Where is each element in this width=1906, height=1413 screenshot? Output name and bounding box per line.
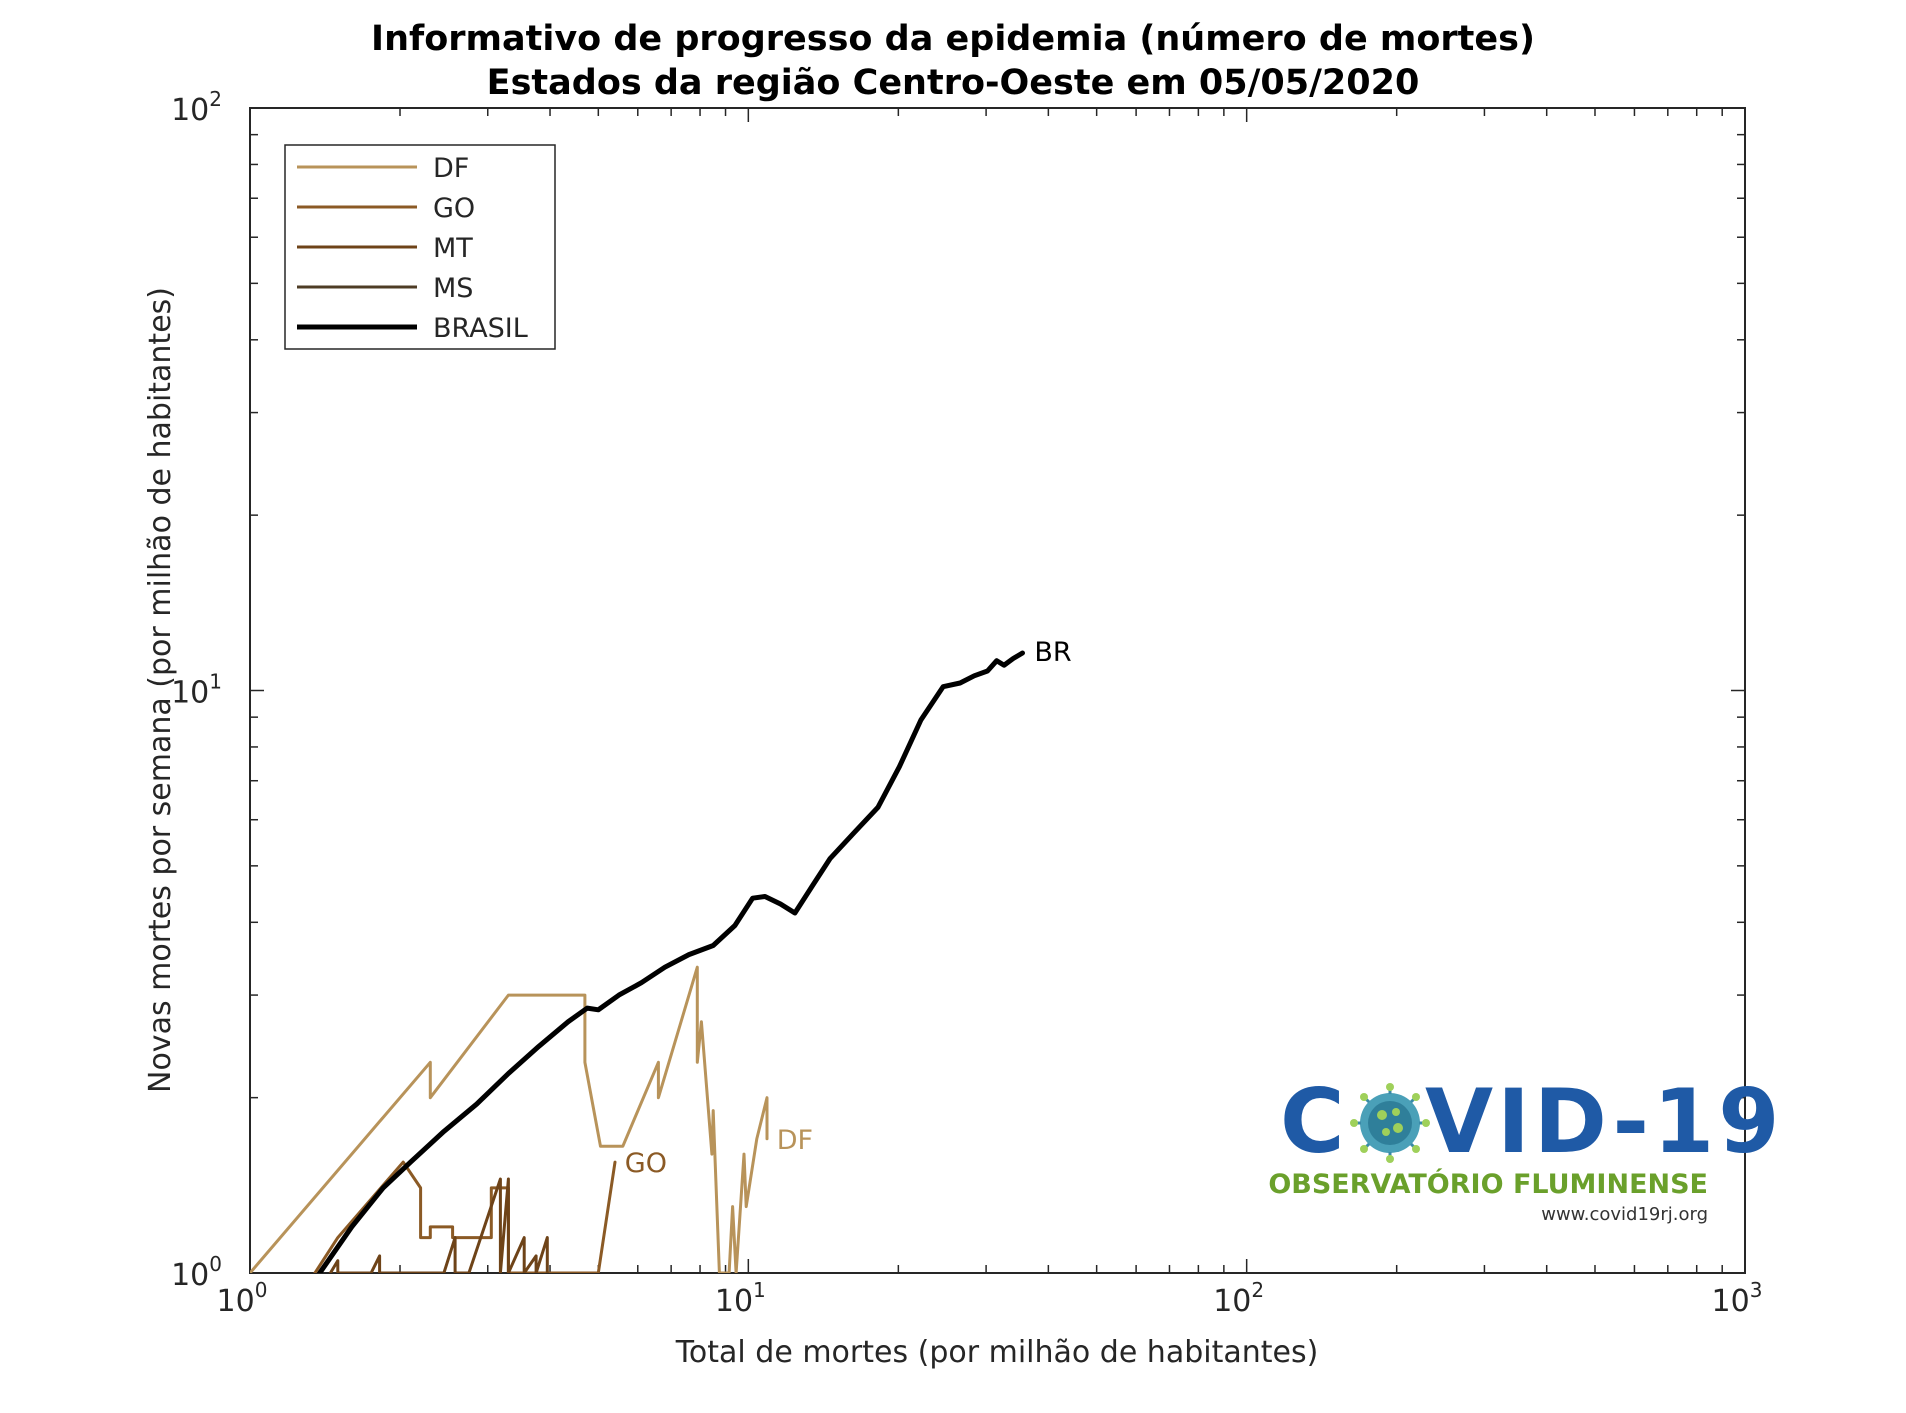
series-group [250, 650, 1025, 1273]
logo-subtitle: OBSERVATÓRIO FLUMINENSE [1268, 1168, 1708, 1200]
legend: DF GO MT MS BRASIL [284, 144, 556, 350]
y-tick-label: 100 [171, 1252, 222, 1293]
y-tick-label: 101 [171, 670, 222, 711]
series-label-df: DF [777, 1125, 813, 1156]
legend-label-ms: MS [433, 273, 473, 304]
series-line-brasil [317, 650, 1025, 1273]
series-label-mt: MT [573, 1410, 613, 1413]
logo-text-left: C [1280, 1070, 1349, 1173]
logo-text-right: VID-19 [1425, 1070, 1784, 1173]
virus-icon [1350, 1083, 1430, 1163]
covid19-logo: C [1268, 1070, 1784, 1225]
x-tick-label: 100 [217, 1278, 268, 1319]
series-line-df [250, 965, 769, 1273]
legend-label-mt: MT [433, 233, 473, 264]
x-tick-label: 101 [715, 1278, 766, 1319]
legend-label-brasil: BRASIL [433, 313, 528, 344]
x-tick-label: 103 [1712, 1278, 1763, 1319]
y-tick-label: 102 [171, 87, 222, 128]
x-axis-label: Total de mortes (por milhão de habitante… [675, 1335, 1319, 1370]
chart-title: Informativo de progresso da epidemia (nú… [371, 19, 1535, 59]
axis-tick-labels: 100 101 102 103 100 101 102 [171, 87, 1762, 1319]
x-tick-label: 102 [1213, 1278, 1264, 1319]
series-label-go: GO [625, 1148, 667, 1179]
legend-label-go: GO [433, 193, 475, 224]
series-label-brasil: BR [1034, 637, 1071, 668]
series-labels: DF GO MT BR [573, 637, 1072, 1413]
logo-url: www.covid19rj.org [1541, 1204, 1708, 1225]
chart-subtitle: Estados da região Centro-Oeste em 05/05/… [487, 63, 1420, 103]
series-line-mt [328, 1177, 549, 1273]
legend-label-df: DF [433, 153, 469, 184]
y-axis-label: Novas mortes por semana (por milhão de h… [143, 287, 178, 1093]
